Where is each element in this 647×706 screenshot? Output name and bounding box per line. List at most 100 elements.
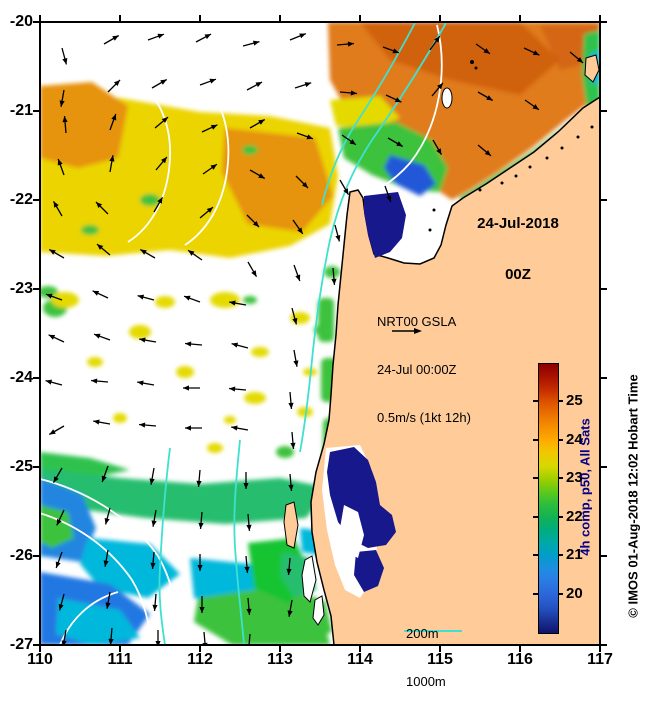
current-vector-arrow [429, 35, 441, 51]
current-vector-arrow [197, 554, 203, 571]
current-vector-arrow [45, 379, 63, 386]
current-vector-arrow [187, 249, 203, 261]
current-vector-arrow [387, 137, 404, 148]
current-vector-arrow [201, 124, 218, 133]
current-vector-arrow [61, 47, 68, 65]
colorbar-tick-mark [533, 554, 538, 557]
current-vector-arrow [103, 34, 120, 45]
zulu-time-line: 00Z [505, 266, 531, 283]
y-axis-tick-label: -23 [9, 280, 33, 297]
imos-sst-map-page: { "figure": { "background": "#FFFFFF", "… [9, 13, 641, 689]
x-axis-tick-label: 116 [507, 651, 533, 668]
map-canvas [33, 15, 607, 652]
colorbar-tick-mark [533, 515, 538, 518]
current-vector-arrow [524, 99, 540, 111]
current-vector-arrow [108, 627, 114, 645]
current-vector-arrow [151, 78, 168, 89]
current-vector-arrow [287, 599, 293, 617]
y-axis-tick-label: -21 [9, 102, 33, 119]
current-vector-arrow [475, 43, 491, 55]
colorbar-tick-label: 22 [566, 507, 583, 525]
y-axis-tick-label: -27 [9, 636, 33, 653]
current-vector-arrow [139, 422, 157, 428]
y-axis-tick-label: -20 [9, 13, 33, 30]
current-vector-arrow [334, 224, 341, 242]
current-vector-arrow [246, 81, 263, 91]
current-vector-arrow [95, 201, 109, 215]
current-vector-arrow [199, 596, 205, 613]
current-vector-arrow [243, 472, 249, 489]
island-outline-1 [301, 555, 317, 603]
current-vector-arrow [183, 295, 201, 303]
current-vector-arrow [55, 551, 63, 569]
current-vector-arrow [432, 139, 443, 156]
current-vector-arrow [109, 155, 115, 173]
current-vector-arrow [103, 549, 109, 567]
current-vector-arrow [107, 79, 121, 93]
gsla-product-line: NRT00 GSLA [377, 314, 457, 329]
colorbar-tick-label: 23 [566, 469, 583, 487]
current-vector-arrow [48, 334, 65, 343]
current-vector-arrow [336, 41, 354, 47]
colorbar-tick-label: 21 [566, 546, 583, 564]
current-vector-arrow [339, 179, 350, 196]
x-axis-tick-label: 112 [187, 651, 213, 668]
x-axis-tick-label: 111 [107, 651, 133, 668]
current-vector-arrow [292, 219, 304, 235]
current-vector-arrow [229, 300, 247, 306]
current-vector-arrow [231, 425, 249, 431]
current-vector-arrow [48, 248, 65, 259]
colorbar-tick-mark [533, 592, 538, 595]
current-vector-arrow [91, 378, 109, 384]
current-vector-arrow [61, 629, 67, 645]
dirk-hartog-island [283, 501, 299, 549]
current-vector-arrow [295, 175, 309, 189]
colorbar-tick-mark [558, 515, 563, 518]
current-vector-arrow [385, 94, 402, 103]
current-vector-arrow [242, 40, 260, 47]
current-vector-arrow [151, 509, 157, 527]
current-vector-arrow [477, 91, 494, 102]
gsla-annotation: NRT00 GSLA 24-Jul 00:00Z 0.5m/s (1kt 12h… [377, 282, 471, 442]
shark-bay-water-south [354, 550, 384, 592]
colorbar-tick-label: 25 [566, 392, 583, 410]
colorbar-tick-mark [533, 400, 538, 403]
current-vector-arrow [231, 342, 249, 349]
current-vector-arrow [247, 261, 258, 278]
current-vector-arrow [293, 264, 301, 282]
current-vector-arrow [153, 196, 164, 213]
current-vector-arrow [185, 425, 202, 431]
current-vector-arrow [246, 513, 252, 531]
current-vector-arrow [199, 78, 217, 86]
gsla-datetime-line: 24-Jul 00:00Z [377, 362, 457, 377]
current-vector-arrow [569, 51, 584, 64]
y-axis-tick-label: -25 [9, 458, 33, 475]
current-vector-arrow [152, 593, 158, 611]
current-vector-arrow [477, 144, 492, 157]
colorbar-tick-mark [558, 554, 563, 557]
current-vector-arrow [294, 82, 312, 89]
date-line: 24-Jul-2018 [477, 215, 559, 232]
colorbar-tick-mark [558, 592, 563, 595]
colorbar-tick-mark [533, 438, 538, 441]
current-vector-arrow [57, 158, 65, 176]
current-vector-arrow [288, 391, 294, 409]
colorbar-tick-label: 20 [566, 584, 583, 602]
current-vector-arrow [155, 156, 168, 171]
current-vector-arrow [139, 337, 157, 343]
colorbar-tick-mark [558, 400, 563, 403]
current-vector-arrow [137, 294, 155, 301]
colorbar-tick-label: 24 [566, 430, 583, 448]
current-vector-arrow [198, 511, 204, 529]
current-vector-arrow [92, 290, 109, 299]
exmouth-gulf-water [364, 192, 406, 258]
x-axis-tick-label: 114 [347, 651, 373, 668]
gsla-scale-line: 0.5m/s (1kt 12h) [377, 410, 471, 425]
current-vector-arrow [291, 307, 298, 325]
current-vector-arrow [249, 118, 266, 129]
current-vector-arrow [290, 431, 296, 449]
current-vector-arrow [93, 419, 111, 425]
current-vector-arrow [289, 33, 307, 41]
current-vector-arrow [48, 425, 65, 436]
island-outline-3 [441, 87, 453, 109]
